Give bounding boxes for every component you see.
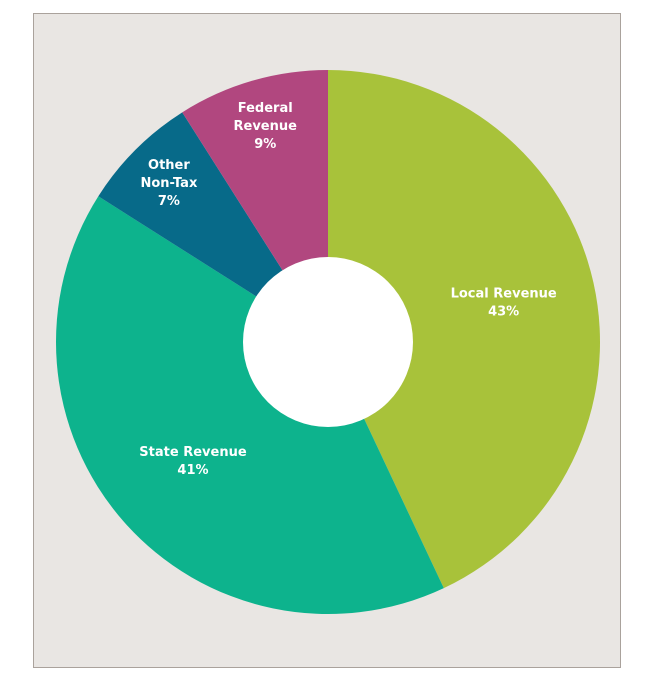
slice-value: 7% [158, 194, 180, 209]
donut-chart: Local Revenue 43% State Revenue 41% Other Non… [56, 70, 600, 615]
slice-value: 43% [488, 305, 519, 320]
slice-value: 9% [254, 137, 276, 152]
slice-label-line: Revenue [234, 119, 298, 134]
slice-local-revenue [328, 70, 600, 589]
chart-frame: Local Revenue 43% State Revenue 41% Other Non… [33, 13, 621, 668]
slice-label-line: State Revenue [139, 445, 247, 460]
slice-label-line: Non-Tax [140, 176, 198, 191]
slice-label-local-revenue: Local Revenue 43% [451, 287, 557, 320]
slice-label-line: Local Revenue [451, 287, 557, 302]
slice-state-revenue [56, 196, 444, 615]
slice-label-state-revenue: State Revenue 41% [139, 445, 247, 478]
slice-value: 41% [177, 463, 208, 478]
donut-hole [243, 257, 413, 427]
slice-label-federal-revenue: Federal Revenue 9% [234, 101, 298, 152]
slice-label-other-non-tax: Other Non-Tax 7% [140, 158, 198, 209]
slice-label-line: Other [148, 158, 190, 173]
slice-label-line: Federal [238, 101, 293, 116]
